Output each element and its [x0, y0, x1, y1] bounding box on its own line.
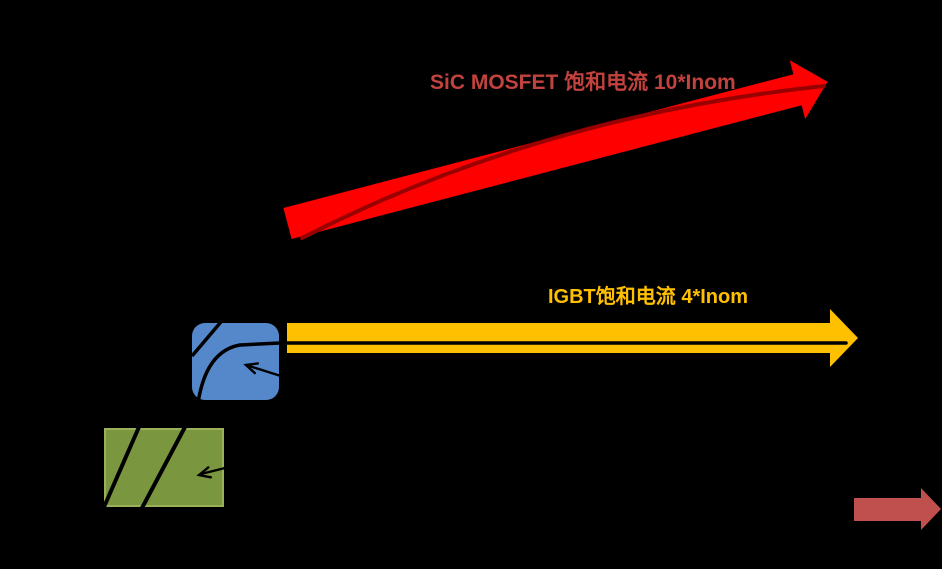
mosfet-curve-pointer-arrow [196, 461, 247, 479]
sic-current-curve [300, 84, 826, 240]
igbt-box-diagonal-line [190, 314, 228, 358]
mosfet-ohmic-line-2 [140, 426, 187, 509]
bottom-right-arrow [854, 488, 941, 530]
sic-arrow-label: SiC MOSFET 饱和电流 10*Inom [430, 70, 736, 94]
igbt-curve-pointer-arrow [243, 362, 286, 379]
igbt-arrow-label: IGBT饱和电流 4*Inom [548, 284, 748, 308]
igbt-iv-box [192, 323, 279, 400]
mosfet-ohmic-line-1 [102, 426, 141, 508]
mosfet-iv-box [104, 428, 224, 507]
igbt-knee-curve-line [196, 341, 848, 405]
igbt-saturation-arrow [287, 309, 858, 367]
